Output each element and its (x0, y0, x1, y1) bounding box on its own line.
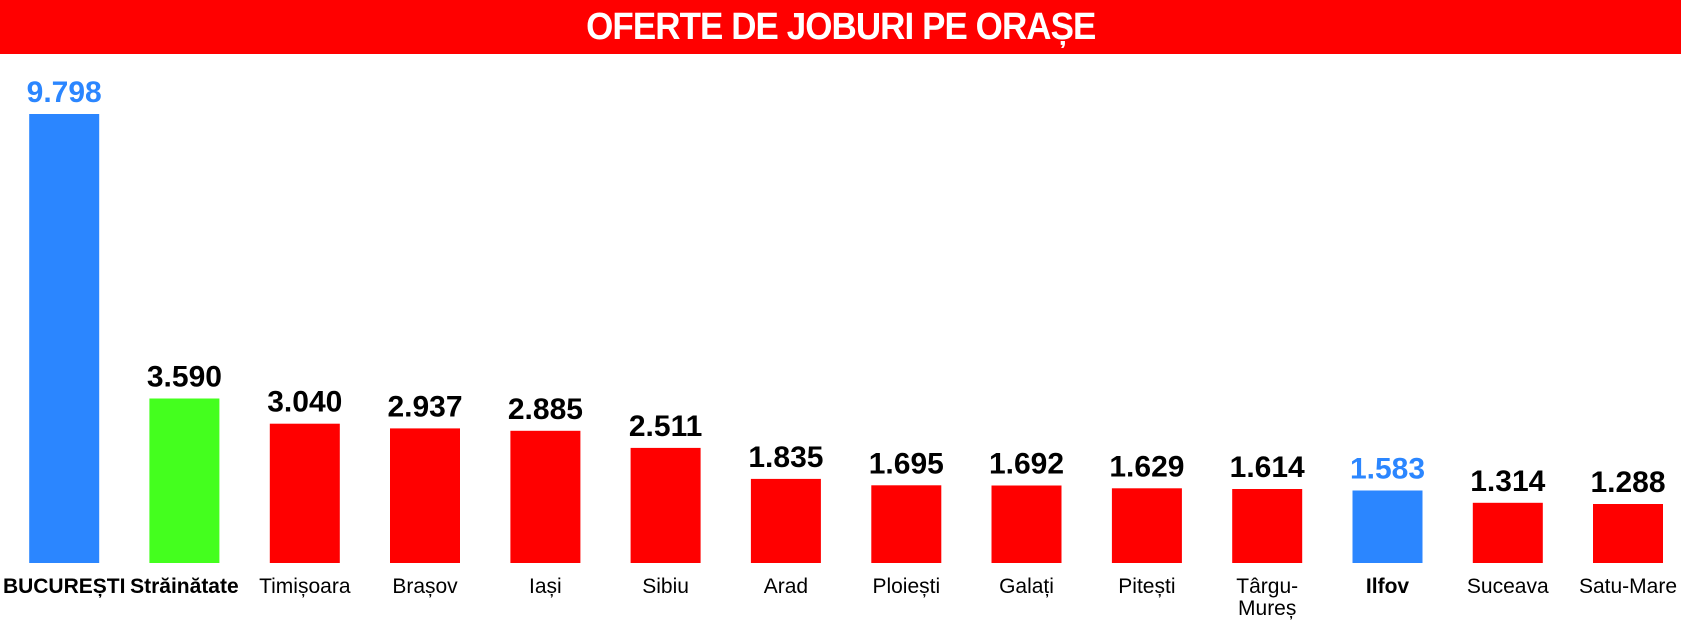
category-label-line: Satu-Mare (1579, 575, 1677, 598)
bar-5 (630, 447, 701, 563)
title-bar: OFERTE DE JOBURI PE ORAȘE (0, 0, 1681, 54)
category-label-line: Sibiu (642, 575, 689, 598)
bar-0 (29, 114, 100, 563)
category-label-line: Mureș (1238, 597, 1296, 620)
bar-13 (1593, 504, 1663, 563)
category-label-line: Iași (529, 575, 562, 598)
bar-8 (991, 485, 1062, 563)
bar-10 (1232, 489, 1303, 563)
category-label-7: Ploiești (872, 575, 940, 598)
bars-group (29, 114, 1663, 563)
value-label-3: 2.937 (387, 390, 462, 423)
category-labels-group: BUCUREȘTI Străinătate Timișoara Brașov Iași S… (3, 575, 1677, 620)
category-label-9: Pitești (1118, 575, 1175, 598)
category-label-4: Iași (529, 575, 562, 598)
category-label-2: Timișoara (259, 575, 351, 598)
value-label-6: 1.835 (748, 441, 823, 474)
category-label-line: Brașov (392, 575, 458, 598)
value-label-13: 1.288 (1590, 466, 1665, 499)
category-label-3: Brașov (392, 575, 458, 598)
value-label-10: 1.614 (1230, 451, 1305, 484)
bar-9 (1111, 488, 1182, 563)
bar-2 (269, 423, 340, 563)
value-label-4: 2.885 (508, 393, 583, 426)
bar-1 (149, 398, 220, 563)
category-label-6: Arad (764, 575, 808, 598)
bar-4 (510, 430, 581, 563)
value-label-8: 1.692 (989, 448, 1064, 481)
value-label-2: 3.040 (267, 386, 342, 419)
category-label-12: Suceava (1467, 575, 1549, 598)
value-labels-group: 9.798 3.590 3.040 2.937 2.885 2.511 1.835 1.695… (27, 76, 1666, 499)
category-label-line: Străinătate (130, 575, 239, 598)
bar-11 (1352, 490, 1423, 563)
value-label-9: 1.629 (1109, 450, 1184, 483)
bar-3 (390, 428, 460, 563)
category-label-10: Târgu-Mureș (1236, 575, 1298, 620)
value-label-0: 9.798 (27, 76, 102, 109)
category-label-line: Târgu- (1236, 575, 1298, 598)
category-label-1: Străinătate (130, 575, 239, 598)
category-label-line: Arad (764, 575, 808, 598)
category-label-line: Galați (999, 575, 1054, 598)
value-label-7: 1.695 (869, 447, 944, 480)
bar-7 (871, 485, 942, 563)
value-label-12: 1.314 (1470, 465, 1545, 498)
value-label-5: 2.511 (629, 410, 702, 443)
category-label-8: Galați (999, 575, 1054, 598)
value-label-11: 1.583 (1350, 453, 1425, 486)
bar-12 (1472, 502, 1543, 563)
category-label-line: Ilfov (1366, 575, 1409, 598)
category-label-5: Sibiu (642, 575, 689, 598)
category-label-11: Ilfov (1366, 575, 1409, 598)
bar-6 (750, 478, 821, 563)
category-label-line: BUCUREȘTI (3, 575, 126, 598)
category-label-line: Pitești (1118, 575, 1175, 598)
chart-title: OFERTE DE JOBURI PE ORAȘE (585, 5, 1096, 48)
category-label-0: BUCUREȘTI (3, 575, 126, 598)
value-label-1: 3.590 (147, 361, 222, 394)
category-label-line: Suceava (1467, 575, 1549, 598)
category-label-line: Ploiești (872, 575, 940, 598)
category-label-13: Satu-Mare (1579, 575, 1677, 598)
category-label-line: Timișoara (259, 575, 351, 598)
